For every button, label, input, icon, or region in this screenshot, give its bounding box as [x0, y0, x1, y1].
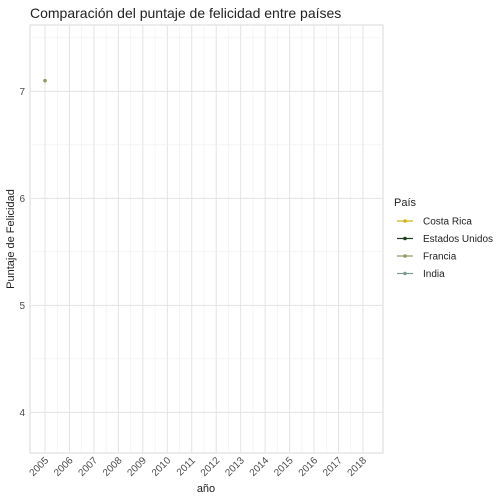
legend-key-point: [403, 219, 407, 223]
legend-title: País: [394, 197, 417, 209]
x-axis-title: año: [197, 483, 215, 495]
legend-label: Costa Rica: [423, 217, 472, 228]
legend-label: Francia: [423, 252, 457, 263]
y-tick-label: 4: [19, 408, 25, 419]
x-tick-label: 2011: [175, 455, 198, 478]
chart-title: Comparación del puntaje de felicidad ent…: [30, 5, 341, 21]
x-tick-label: 2010: [150, 455, 174, 479]
x-tick-label: 2009: [125, 455, 149, 479]
legend-label: Estados Unidos: [423, 234, 493, 245]
y-tick-label: 7: [19, 87, 25, 98]
y-tick-label: 6: [19, 194, 25, 205]
data-point: [43, 78, 47, 83]
plot-panel: [29, 24, 384, 454]
legend-key-point: [403, 254, 407, 258]
x-tick-label: 2015: [272, 455, 296, 479]
x-tick-label: 2017: [321, 455, 345, 479]
y-axis-title: Puntaje de Felicidad: [5, 189, 17, 289]
data-marks: [43, 78, 47, 83]
x-tick-label: 2018: [346, 455, 370, 479]
x-tick-label: 2013: [223, 455, 247, 479]
x-tick-label: 2012: [199, 455, 223, 479]
x-tick-label: 2008: [101, 455, 125, 479]
grid: [30, 25, 383, 453]
legend-label: India: [423, 269, 445, 280]
x-tick-label: 2016: [297, 455, 321, 479]
y-tick-label: 5: [19, 301, 25, 312]
legend: Costa Rica Estados Unidos Francia India: [397, 217, 493, 280]
x-tick-label: 2005: [28, 455, 52, 479]
legend-key-point: [403, 236, 407, 241]
x-tick-label: 2007: [77, 455, 101, 479]
x-tick-label: 2014: [248, 455, 272, 479]
x-tick-label: 2006: [52, 455, 76, 479]
legend-key-point: [403, 271, 407, 276]
